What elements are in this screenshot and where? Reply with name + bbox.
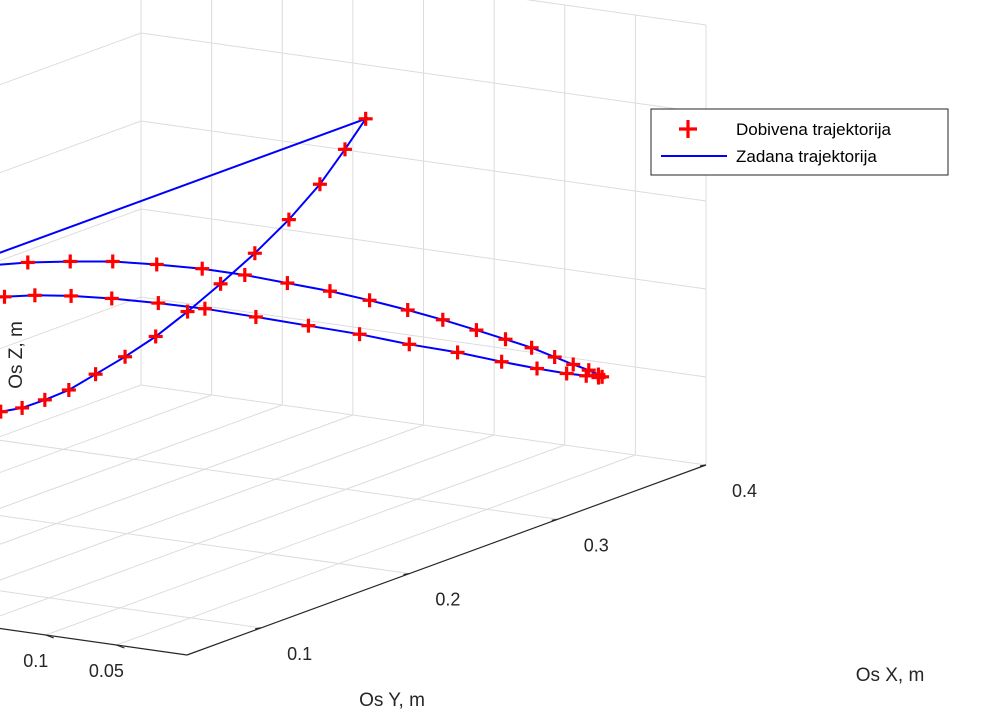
series-marker	[312, 177, 327, 192]
series-marker	[566, 357, 581, 372]
legend: Dobivena trajektorija Zadana trajektorij…	[650, 108, 949, 176]
series-marker	[469, 323, 484, 338]
series-marker	[494, 354, 509, 369]
tick-labels: -0.2-0.25-0.3-0.350.40.350.30.250.20.150…	[23, 481, 757, 681]
y-tick	[45, 634, 54, 639]
series-marker	[64, 288, 79, 303]
axes	[0, 464, 707, 656]
series-marker	[559, 366, 574, 381]
series-marker	[281, 212, 296, 227]
grid-line-wall-z	[0, 296, 142, 350]
series-marker	[337, 142, 352, 157]
series-marker	[148, 329, 163, 344]
series-marker	[530, 361, 545, 376]
series-marker	[195, 261, 210, 276]
grid-line-floor-y	[0, 394, 212, 474]
x-tick	[699, 464, 707, 467]
y-tick	[116, 644, 125, 649]
grid-line-floor-y	[0, 404, 283, 509]
series-line-reference	[0, 116, 605, 413]
series-marker	[362, 293, 377, 308]
line-layer	[0, 116, 605, 413]
y-tick-label: 0.05	[89, 661, 124, 681]
x-tick-label: 0.4	[732, 481, 757, 501]
x-tick	[255, 627, 262, 630]
grid-line-floor-y	[116, 454, 636, 646]
x-axis-line	[186, 464, 707, 656]
series-marker	[358, 111, 373, 126]
y-tick-label: 0.1	[23, 651, 48, 671]
series-marker	[435, 312, 450, 327]
series-marker	[352, 327, 367, 342]
series-marker	[248, 309, 263, 324]
series-marker	[118, 349, 133, 364]
series-marker	[27, 288, 42, 303]
grid-line-wall-z	[0, 208, 142, 262]
grid-line-wall-z	[140, 208, 707, 290]
grid-line-floor-y	[0, 414, 354, 545]
grid-line-wall-z	[140, 120, 707, 202]
x-tick	[403, 572, 410, 576]
grid-line-floor-x	[0, 439, 558, 520]
series-marker	[63, 254, 78, 269]
grid-line-floor-y	[0, 424, 424, 581]
z-axis-title: Os Z, m	[6, 321, 27, 389]
grid-line-wall-z	[0, 120, 142, 174]
grid-line-floor-y	[0, 384, 142, 438]
y-axis-line	[0, 627, 188, 656]
marker-layer	[0, 111, 610, 419]
grid-line-wall-z	[0, 32, 142, 86]
box-edge	[0, 0, 141, 135]
series-marker	[301, 318, 316, 333]
series-marker	[322, 284, 337, 299]
series-marker	[20, 255, 35, 270]
series-marker	[498, 332, 513, 347]
series-marker	[88, 367, 103, 382]
box-edge	[525, 0, 707, 26]
series-marker	[547, 350, 562, 365]
series-marker	[579, 368, 594, 383]
legend-box	[650, 108, 949, 176]
legend-label-measured: Dobivena trajektorija	[736, 120, 892, 139]
series-marker	[213, 276, 228, 291]
grid-line-wall-z	[140, 296, 707, 378]
series-marker	[37, 392, 52, 407]
grid-line-floor-x	[0, 590, 262, 629]
legend-marker-icon	[679, 120, 697, 138]
x-tick-label: 0.2	[435, 590, 460, 610]
series-marker	[402, 337, 417, 352]
grid-line-floor-y	[45, 444, 565, 636]
x-tick	[551, 518, 558, 521]
series-marker	[104, 291, 119, 306]
series-marker	[180, 304, 195, 319]
series-marker	[105, 254, 120, 269]
x-tick-label: 0.3	[584, 535, 609, 555]
y-axis-title: Os Y, m	[359, 690, 425, 711]
grid-line-wall-z	[140, 32, 707, 114]
series-marker	[0, 404, 8, 419]
series-marker	[237, 267, 252, 282]
series-marker	[61, 382, 76, 397]
series-marker	[247, 246, 262, 261]
series-marker	[450, 345, 465, 360]
x-axis-title: Os X, m	[856, 665, 925, 686]
series-marker	[197, 301, 212, 316]
series-marker	[0, 289, 12, 304]
grid	[0, 0, 707, 646]
x-tick-label: 0.1	[287, 644, 312, 664]
series-marker	[400, 303, 415, 317]
series-marker	[280, 276, 295, 291]
series-marker	[591, 370, 606, 385]
series-marker	[149, 257, 164, 272]
legend-label-reference: Zadana trajektorija	[736, 147, 877, 166]
grid-line-floor-y	[0, 434, 495, 617]
series-marker	[151, 296, 166, 311]
series-marker	[15, 400, 30, 415]
series-marker	[524, 340, 539, 355]
